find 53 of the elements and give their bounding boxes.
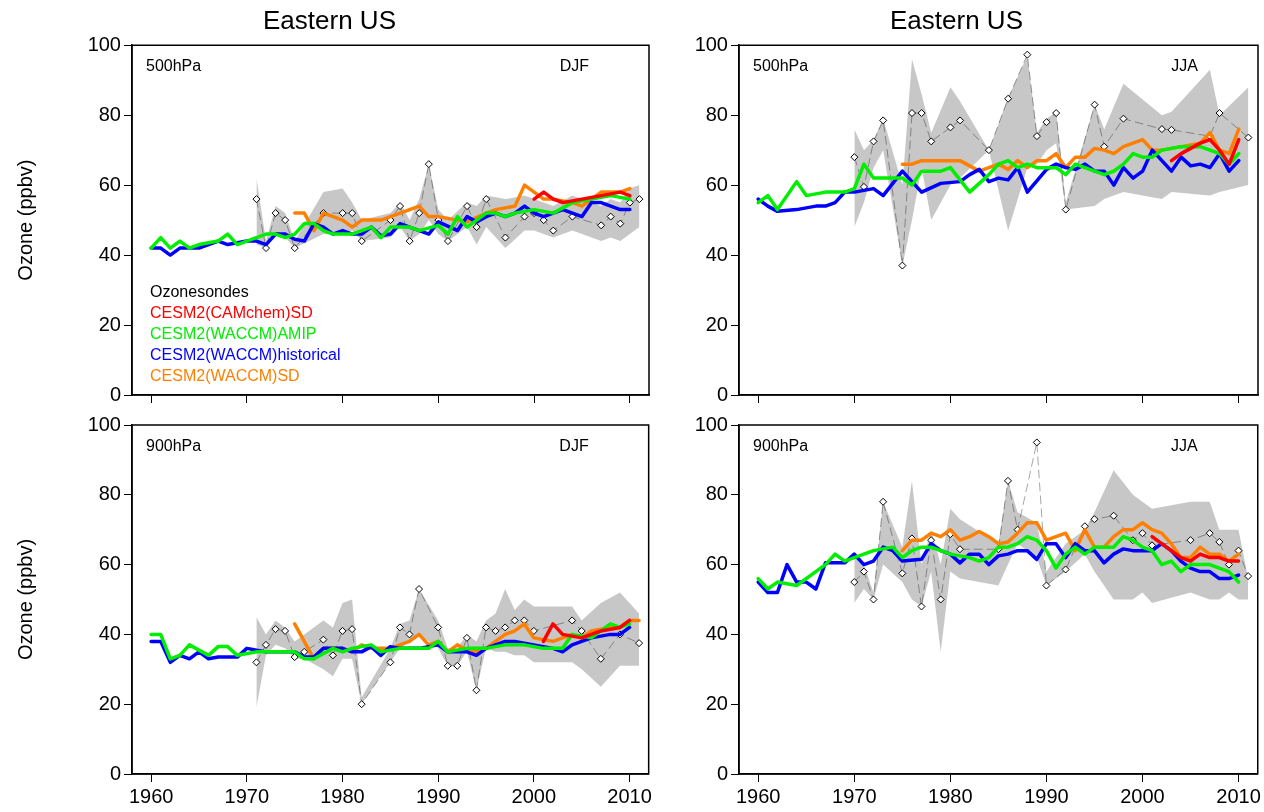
annotation: 500hPa bbox=[146, 57, 202, 75]
y-tick-label: 40 bbox=[705, 242, 728, 265]
x-tick-label: 2010 bbox=[607, 784, 652, 807]
y-tick-label: 20 bbox=[705, 691, 728, 714]
y-tick-label: 40 bbox=[98, 621, 121, 644]
x-tick-label: 1980 bbox=[928, 784, 973, 807]
y-tick-label: 20 bbox=[98, 312, 121, 335]
y-tick-label: 20 bbox=[98, 691, 121, 714]
y-axis-title: Ozone (ppbv) bbox=[13, 159, 36, 281]
y-tick-label: 80 bbox=[98, 102, 121, 125]
y-tick-label: 100 bbox=[87, 412, 121, 435]
annotation: 500hPa bbox=[753, 57, 809, 75]
x-tick-label: 1960 bbox=[735, 784, 781, 807]
y-tick-label: 40 bbox=[705, 621, 728, 644]
text: CESM2(CAMchem)SD bbox=[150, 304, 313, 321]
annotation: JJA bbox=[1171, 57, 1199, 75]
x-tick-label: 2010 bbox=[1216, 784, 1261, 807]
y-tick-label: 60 bbox=[705, 552, 728, 575]
x-tick-label: 1970 bbox=[224, 784, 270, 807]
x-tick-label: 1960 bbox=[128, 784, 174, 807]
x-tick-label: 2000 bbox=[1120, 784, 1165, 807]
y-tick-label: 60 bbox=[705, 172, 728, 195]
y-tick-label: 0 bbox=[716, 382, 728, 405]
y-tick-label: 0 bbox=[109, 382, 121, 405]
y-tick-label: 0 bbox=[716, 761, 728, 784]
chart-title: Eastern US bbox=[263, 4, 396, 35]
chart-title: Eastern US bbox=[890, 4, 1023, 35]
text: CESM2(WACCM)AMIP bbox=[150, 325, 317, 342]
annotation: DJF bbox=[559, 437, 589, 454]
annotation: DJF bbox=[559, 57, 590, 75]
y-tick-label: 0 bbox=[109, 761, 121, 784]
text: CESM2(WACCM)SD bbox=[150, 367, 300, 384]
annotation: 900hPa bbox=[146, 437, 202, 454]
x-tick-label: 1990 bbox=[1024, 784, 1069, 807]
y-tick-label: 100 bbox=[694, 412, 728, 435]
x-tick-label: 1990 bbox=[415, 784, 461, 807]
y-tick-label: 40 bbox=[98, 242, 121, 265]
y-tick-label: 60 bbox=[98, 172, 121, 195]
text: Ozonesondes bbox=[150, 283, 249, 300]
y-axis-title: Ozone (ppbv) bbox=[13, 538, 36, 661]
y-tick-label: 60 bbox=[98, 552, 121, 575]
y-tick-label: 80 bbox=[705, 102, 728, 125]
x-tick-label: 1970 bbox=[832, 784, 877, 807]
y-tick-label: 80 bbox=[705, 482, 728, 505]
y-tick-label: 100 bbox=[694, 32, 728, 55]
y-tick-label: 80 bbox=[98, 482, 121, 505]
x-tick-label: 2000 bbox=[511, 784, 557, 807]
annotation: 900hPa bbox=[753, 437, 809, 454]
annotation: JJA bbox=[1171, 437, 1199, 454]
x-tick-label: 1980 bbox=[320, 784, 365, 807]
y-tick-label: 20 bbox=[705, 312, 728, 335]
text: CESM2(WACCM)historical bbox=[150, 346, 341, 363]
y-tick-label: 100 bbox=[87, 32, 121, 55]
